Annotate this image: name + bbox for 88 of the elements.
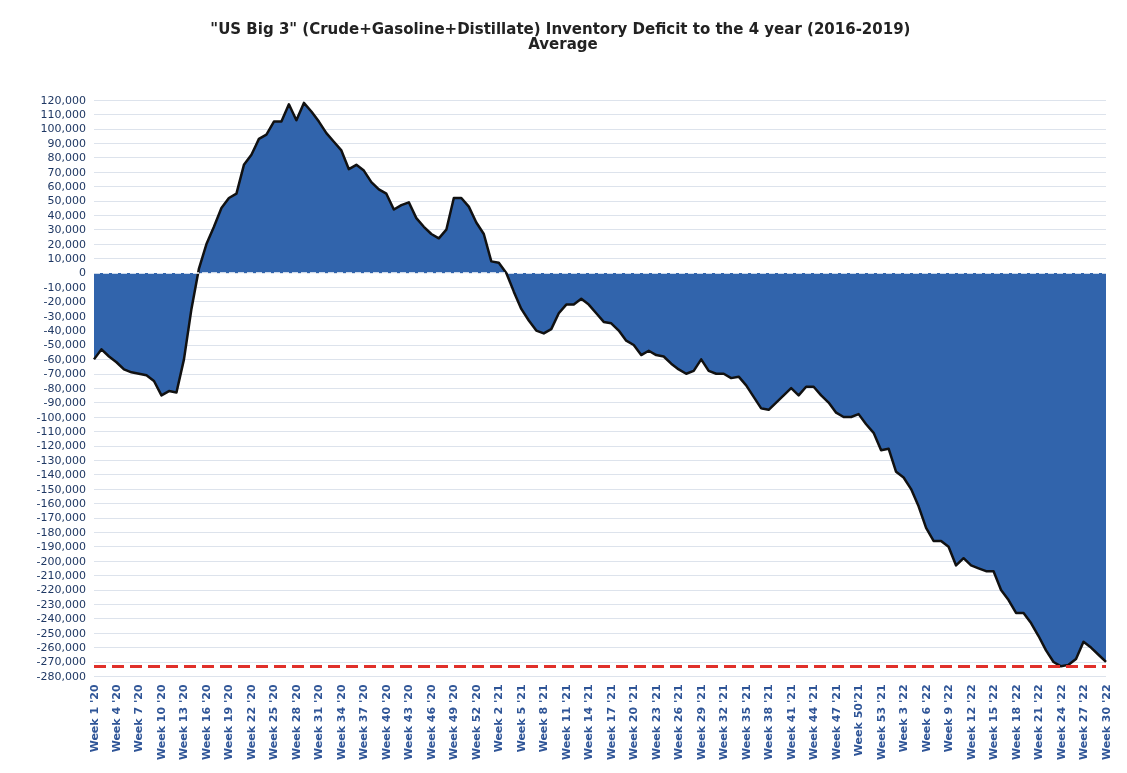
x-tick-label: Week 32 '21: [717, 684, 731, 761]
y-tick-label: -90,000: [43, 396, 86, 410]
y-tick-label: -230,000: [36, 597, 86, 611]
y-tick-label: 70,000: [47, 165, 86, 179]
x-tick-label: Week 5 '21: [514, 684, 528, 753]
x-tick-label: Week 20 '21: [627, 684, 641, 761]
x-tick-label: Week 49 '20: [447, 684, 461, 761]
y-tick-label: -100,000: [36, 410, 86, 424]
y-tick-label: 60,000: [47, 179, 86, 193]
x-tick-label: Week 27 '22: [1077, 684, 1091, 761]
x-tick-label: Week 34 '20: [334, 684, 348, 761]
x-tick-label: Week 10 '20: [154, 684, 168, 761]
x-tick-label: Week 52 '20: [469, 684, 483, 761]
y-tick-label: -210,000: [36, 569, 86, 583]
y-tick-label: -140,000: [36, 468, 86, 482]
x-tick-label: Week 46 '20: [424, 684, 438, 761]
y-tick-label: 50,000: [47, 194, 86, 208]
x-tick-label: Week 4 '20: [109, 684, 123, 753]
x-tick-label: Week 35 '21: [739, 684, 753, 761]
x-tick-label: Week 26 '21: [672, 684, 686, 761]
x-tick-label: Week 18 '22: [1009, 684, 1023, 761]
x-tick-label: Week 6 '22: [919, 684, 933, 753]
y-tick-label: -170,000: [36, 511, 86, 525]
x-tick-label: Week 28 '20: [289, 684, 303, 761]
x-tick-label: Week 22 '20: [244, 684, 258, 761]
y-tick-label: 0: [79, 266, 86, 280]
y-tick-label: 80,000: [47, 151, 86, 165]
x-tick-label: Week 43 '20: [402, 684, 416, 761]
y-tick-label: -130,000: [36, 453, 86, 467]
y-tick-label: -220,000: [36, 583, 86, 597]
y-tick-label: -60,000: [43, 352, 86, 366]
x-tick-label: Week 11 '21: [559, 684, 573, 761]
y-tick-label: -50,000: [43, 338, 86, 352]
y-tick-label: 110,000: [40, 107, 86, 121]
x-tick-label: Week 41 '21: [784, 684, 798, 761]
x-tick-label: Week 40 '20: [379, 684, 393, 761]
y-tick-label: -240,000: [36, 612, 86, 626]
y-tick-label: -10,000: [43, 280, 86, 294]
y-tick-label: -120,000: [36, 439, 86, 453]
y-tick-label: -20,000: [43, 295, 86, 309]
x-tick-label: Week 47 '21: [829, 684, 843, 761]
y-tick-label: -250,000: [36, 626, 86, 640]
x-tick-label: Week 2 '21: [492, 684, 506, 753]
y-tick-label: 20,000: [47, 237, 86, 251]
x-tick-label: Week 12 '22: [964, 684, 978, 761]
x-tick-label: Week 1 '20: [87, 684, 101, 753]
x-tick-label: Week 37 '20: [357, 684, 371, 761]
y-tick-label: 120,000: [40, 93, 86, 107]
x-tick-label: Week 38 '21: [762, 684, 776, 761]
x-tick-label: Week 21 '22: [1032, 684, 1046, 761]
y-tick-label: -80,000: [43, 381, 86, 395]
y-tick-label: -160,000: [36, 496, 86, 510]
y-tick-label: 30,000: [47, 223, 86, 237]
y-tick-label: -150,000: [36, 482, 86, 496]
x-tick-label: Week 31 '20: [312, 684, 326, 761]
x-tick-label: Week 53 '21: [874, 684, 888, 761]
y-tick-label: 10,000: [47, 252, 86, 265]
x-tick-label: Week 15 '22: [987, 684, 1001, 761]
x-tick-label: Week 7 '20: [132, 684, 146, 753]
x-tick-label: Week 25 '20: [267, 684, 281, 761]
y-tick-label: -270,000: [36, 655, 86, 669]
y-tick-label: 100,000: [40, 122, 86, 136]
y-tick-label: 40,000: [47, 208, 86, 222]
x-tick-label: Week 14 '21: [582, 684, 596, 761]
x-tick-label: Week 30 '22: [1099, 684, 1113, 761]
x-tick-label: Week 16 '20: [199, 684, 213, 761]
x-tick-label: Week 19 '20: [222, 684, 236, 761]
x-tick-label: Week 9 '22: [942, 684, 956, 753]
y-tick-label: -40,000: [43, 324, 86, 338]
y-tick-label: -280,000: [36, 669, 86, 683]
x-tick-label: Week 23 '21: [649, 684, 663, 761]
y-tick-label: -110,000: [36, 424, 86, 438]
x-tick-label: Week 50'21: [852, 684, 866, 757]
y-tick-label: 90,000: [47, 136, 86, 150]
x-tick-label: Week 44 '21: [807, 684, 821, 761]
y-tick-label: -260,000: [36, 641, 86, 655]
x-tick-label: Week 29 '21: [694, 684, 708, 761]
x-tick-label: Week 8 '21: [537, 684, 551, 753]
y-tick-label: -190,000: [36, 540, 86, 554]
y-tick-label: -200,000: [36, 554, 86, 568]
y-tick-label: -70,000: [43, 367, 86, 381]
y-tick-label: -30,000: [43, 309, 86, 323]
y-tick-label: -180,000: [36, 525, 86, 539]
x-tick-label: Week 13 '20: [177, 684, 191, 761]
x-tick-label: Week 24 '22: [1054, 684, 1068, 761]
x-tick-label: Week 3 '22: [897, 684, 911, 753]
x-tick-label: Week 17 '21: [604, 684, 618, 761]
chart-title: "US Big 3" (Crude+Gasoline+Distillate) Inventory Deficit to the 4 year (2016-2019) Average: [210, 19, 916, 53]
